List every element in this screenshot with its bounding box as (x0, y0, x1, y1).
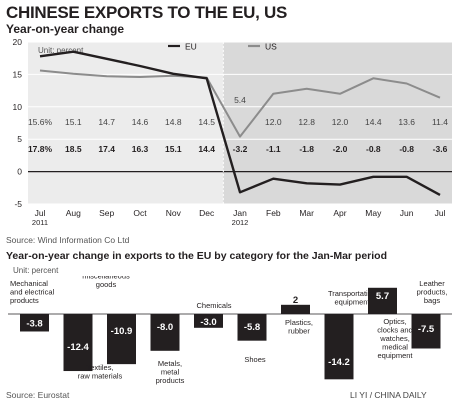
bar (324, 314, 354, 380)
credit-line: LI YI / CHINA DAILY (350, 390, 427, 400)
legend-label-eu: EU (185, 42, 197, 52)
category-label: Metals, metal products (156, 359, 185, 385)
legend-label-us: US (265, 42, 277, 52)
data-label-us: 14.7 (98, 117, 115, 127)
data-label-eu: -0.8 (366, 144, 381, 154)
x-tick-label: Jun (400, 208, 414, 218)
bar-chart-source: Source: Eurostat (6, 390, 70, 400)
bar-value-label: 5.7 (376, 291, 389, 302)
data-label-us: 12.0 (332, 117, 349, 127)
y-tick-label: 5 (17, 134, 22, 144)
data-label-us: 14.6 (132, 117, 149, 127)
data-label-eu: -1.8 (299, 144, 314, 154)
series-line-us (39, 69, 441, 138)
highlight-region (223, 42, 452, 204)
y-tick-label: 15 (13, 69, 23, 79)
x-tick-label: Aug (66, 208, 81, 218)
bar-chart: -3.8 -12.4 -10.9 -8.0 -3.0 -5.8 2 -14.2 5.7 -7.5 M… (8, 276, 452, 385)
line-chart: -5 0 5 10 15 20 Unit: percent EU US 17.8% 18.5 17.4… (13, 37, 452, 227)
data-label-eu: 15.1 (165, 144, 182, 154)
data-label-eu: 17.4 (98, 144, 115, 154)
category-label: Transportation equipment (328, 289, 376, 307)
category-label: Plastics, rubber (285, 318, 313, 336)
data-label-us: 14.5 (198, 117, 215, 127)
series-line-eu (39, 50, 441, 196)
data-label-eu: -2.0 (333, 144, 348, 154)
x-tick-label: Oct (133, 208, 147, 218)
data-label-us: 15.1 (65, 117, 82, 127)
data-label-eu: 14.4 (198, 144, 215, 154)
data-label-us: 14.4 (365, 117, 382, 127)
category-label: Shoes (244, 355, 266, 364)
bar-value-label: -14.2 (328, 357, 350, 368)
data-label-eu: -1.1 (266, 144, 281, 154)
bar-chart-subtitle: Year-on-year change in exports to the EU… (6, 250, 388, 262)
data-label-us: 12.8 (298, 117, 315, 127)
data-label-eu: -3.6 (433, 144, 448, 154)
line-chart-source: Source: Wind Information Co Ltd (6, 235, 130, 245)
bar (411, 314, 441, 349)
x-tick-label: May (365, 208, 382, 218)
x-tick-label: Sep (99, 208, 114, 218)
line-chart-subtitle: Year-on-year change (6, 22, 125, 36)
bar-value-label: -10.9 (111, 326, 133, 337)
bar (194, 314, 223, 328)
data-label-eu: 18.5 (65, 144, 82, 154)
data-label-eu: -3.2 (233, 144, 248, 154)
x-tick-label: Jul (435, 208, 446, 218)
bar-value-label: -5.8 (244, 322, 260, 333)
x-tick-label: Apr (333, 208, 346, 218)
x-tick-label: Jul 2011 (32, 208, 48, 227)
data-label-us: 5.4 (234, 95, 246, 105)
bar (63, 314, 93, 372)
bar-value-label: -3.0 (200, 317, 216, 328)
y-tick-label: 20 (13, 37, 23, 47)
infographic-title: CHINESE EXPORTS TO THE EU, US (6, 3, 287, 22)
y-tick-label: 0 (17, 167, 22, 177)
bar-value-label: -7.5 (418, 324, 435, 335)
x-tick-label: Jan 2012 (232, 208, 249, 227)
category-label: Mechanical and electrical products (10, 279, 55, 305)
bar (281, 304, 310, 314)
line-chart-unit: Unit: percent (38, 46, 84, 55)
category-label: Leather products, bags (417, 279, 448, 305)
data-label-eu: -0.8 (399, 144, 414, 154)
bar-value-label: -8.0 (157, 322, 173, 333)
data-label-eu: 17.8% (28, 144, 53, 154)
x-tick-label: Dec (199, 208, 215, 218)
category-label: Optics, clocks and watches, medical equipmen… (377, 317, 413, 360)
y-tick-label: -5 (14, 199, 22, 209)
bar-value-label: -3.8 (26, 319, 42, 330)
bar-value-label: 2 (293, 295, 298, 306)
bar (150, 314, 180, 351)
x-tick-label: Feb (266, 208, 281, 218)
y-tick-label: 10 (13, 102, 23, 112)
data-label-us: 13.6 (398, 117, 415, 127)
x-tick-label: Nov (166, 208, 182, 218)
bar (237, 314, 267, 341)
category-label: Textiles, raw materials (78, 363, 123, 381)
data-label-us: 11.4 (432, 117, 448, 127)
data-label-eu: 16.3 (132, 144, 149, 154)
data-label-us: 15.6% (28, 117, 53, 127)
bar (107, 314, 136, 365)
data-label-us: 14.8 (165, 117, 182, 127)
bar (20, 314, 49, 332)
data-label-us: 12.0 (265, 117, 282, 127)
bar (368, 287, 397, 314)
x-tick-label: Mar (299, 208, 314, 218)
bar-chart-unit: Unit: percent (13, 266, 59, 275)
bar-value-label: -12.4 (67, 342, 89, 353)
category-label: Chemicals (196, 301, 231, 310)
